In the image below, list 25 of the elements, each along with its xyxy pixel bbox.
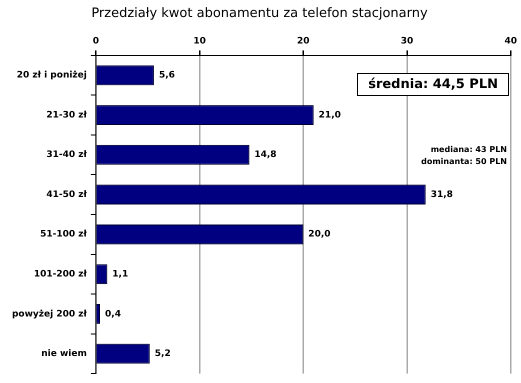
data-label: 0,4 [105, 309, 121, 320]
x-tick-label: 30 [400, 36, 414, 46]
y-tick-label: 20 zł i poniżej [16, 70, 87, 81]
data-label: 5,6 [158, 70, 175, 81]
chart-title: Przedziały kwot abonamentu za telefon stacjonarny [91, 6, 428, 22]
data-label: 20,0 [308, 230, 331, 240]
y-tick-label: 51-100 zł [40, 230, 88, 240]
data-label: 21,0 [318, 110, 341, 120]
y-tick-label: 21-30 zł [46, 110, 88, 120]
annotation: dominanta: 50 PLN [421, 157, 507, 166]
y-tick-label: powyżej 200 zł [12, 309, 88, 320]
y-tick-label: 41-50 zł [46, 190, 88, 200]
annotation: średnia: 44,5 PLN [357, 73, 509, 96]
data-label: 5,2 [154, 349, 171, 360]
data-label: 1,1 [112, 270, 128, 280]
y-tick-label: 101-200 zł [34, 270, 88, 280]
x-tick-label: 0 [92, 36, 99, 46]
x-tick-label: 20 [297, 36, 310, 46]
y-tick-label: 31-40 zł [46, 150, 88, 160]
y-tick-label: nie wiem [41, 349, 87, 360]
annotation: mediana: 43 PLN [430, 145, 507, 154]
data-label: 31,8 [430, 190, 453, 200]
x-tick-label: 10 [193, 36, 206, 46]
x-tick-label: 40 [504, 36, 518, 46]
data-label: 14,8 [254, 150, 277, 160]
